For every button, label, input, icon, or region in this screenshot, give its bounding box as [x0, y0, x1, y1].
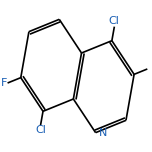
Text: N: N [99, 128, 108, 138]
Text: Cl: Cl [35, 125, 46, 135]
Text: Cl: Cl [109, 16, 120, 26]
Text: F: F [0, 78, 7, 88]
